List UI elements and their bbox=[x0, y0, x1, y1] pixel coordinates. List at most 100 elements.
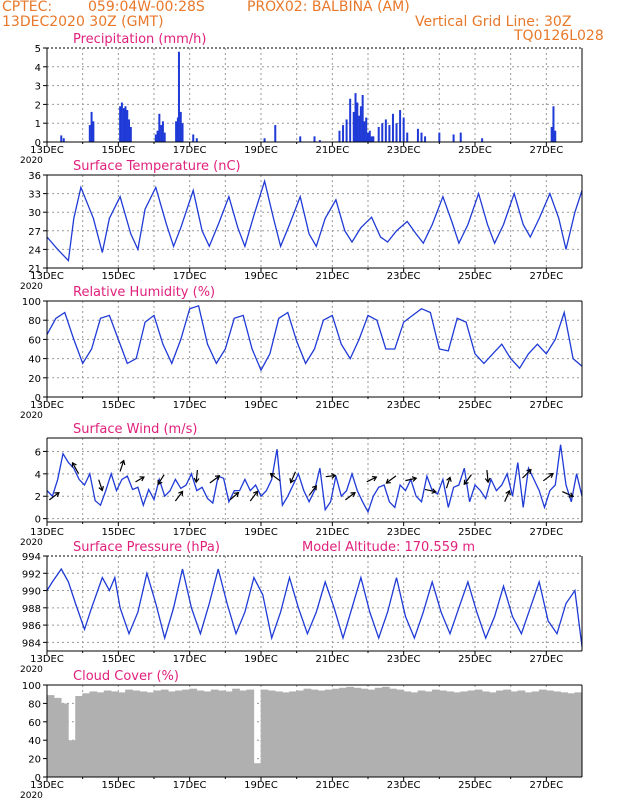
y-tick-label: 33 bbox=[28, 190, 41, 201]
x-tick-label: 15DEC bbox=[101, 527, 135, 538]
wind-arrow-head bbox=[178, 490, 184, 496]
precip-bar bbox=[420, 132, 423, 142]
cloud-bar bbox=[324, 689, 333, 777]
wind-arrow bbox=[463, 474, 472, 486]
cloud-bar bbox=[153, 690, 162, 777]
y-tick-label: 994 bbox=[22, 552, 41, 563]
wind-arrow-shaft bbox=[72, 462, 80, 474]
wind-arrow-head bbox=[446, 476, 452, 482]
wind-arrow-head bbox=[54, 491, 60, 498]
wind-arrow-shaft bbox=[345, 492, 356, 501]
wind-arrow-shaft bbox=[174, 491, 184, 502]
x-tick-label: 23DEC bbox=[387, 780, 421, 791]
cloud-bar bbox=[60, 703, 69, 777]
cloud-bar bbox=[481, 691, 490, 777]
cloud-bar bbox=[239, 690, 248, 777]
precip-bar bbox=[365, 117, 368, 142]
y-tick-label: 0 bbox=[35, 515, 41, 526]
wind-arrow bbox=[345, 491, 356, 501]
wind-arrow bbox=[308, 484, 317, 496]
wind-arrow bbox=[193, 470, 200, 484]
x-tick-label: 27DEC bbox=[529, 400, 563, 411]
x-tick-label: 23DEC bbox=[387, 654, 421, 665]
wind-arrow-head bbox=[411, 476, 418, 482]
cloud-bar bbox=[360, 688, 369, 777]
y-tick-label: 27 bbox=[28, 227, 41, 238]
precip-bar bbox=[122, 108, 125, 142]
cloud-bar bbox=[289, 691, 297, 777]
wind-arrow-shaft bbox=[542, 473, 554, 482]
cloud-bar bbox=[110, 691, 119, 777]
cloud-bar bbox=[125, 689, 133, 777]
wind-arrow-shaft bbox=[424, 488, 436, 493]
precip-bar bbox=[92, 121, 95, 142]
precip-bar bbox=[345, 119, 348, 142]
cloud-bar bbox=[410, 692, 419, 777]
station-label: PROX02: BALBINA (AM) bbox=[247, 0, 410, 15]
x-tick-label: 27DEC bbox=[529, 654, 563, 665]
wind-arrow-shaft bbox=[229, 492, 239, 501]
wind-arrow-head bbox=[98, 485, 104, 492]
precip-bar bbox=[161, 121, 164, 142]
precip-bar bbox=[119, 106, 122, 142]
wind-arrow bbox=[445, 476, 452, 489]
x-tick-label: 25DEC bbox=[458, 145, 492, 156]
precip-bar bbox=[352, 111, 355, 142]
precip-bar bbox=[175, 121, 178, 142]
wind-arrow-shaft bbox=[386, 475, 397, 484]
y-tick-label: 36 bbox=[28, 171, 41, 182]
cloud-bar bbox=[560, 692, 569, 777]
cloud-bar bbox=[310, 689, 319, 777]
precip-bar bbox=[349, 98, 352, 142]
x-tick-label: 15DEC bbox=[101, 400, 135, 411]
cloud-bar bbox=[510, 691, 519, 777]
wind-arrow-head bbox=[350, 491, 356, 498]
x-tick-label: 23DEC bbox=[387, 271, 421, 282]
wind-arrow bbox=[522, 468, 532, 479]
x-tick-label: 21DEC bbox=[315, 780, 349, 791]
precip-bar bbox=[299, 136, 302, 142]
cloud-bar bbox=[118, 692, 126, 777]
chart-header: CPTEC: 059:04W-00:28S PROX02: BALBINA (A… bbox=[0, 0, 618, 46]
wind-arrow-head bbox=[484, 477, 491, 484]
wind-arrow-shaft bbox=[48, 492, 60, 501]
wind-arrow bbox=[174, 490, 184, 502]
year-label: 2020 bbox=[20, 411, 43, 421]
precip-bar bbox=[195, 138, 198, 142]
wind-arrow bbox=[229, 491, 240, 501]
cloud-bar bbox=[210, 689, 219, 777]
wind-arrow-head bbox=[233, 491, 240, 498]
precip-bar bbox=[90, 111, 93, 142]
panel-4: 0 2 4 6 13DEC 15DEC 17DEC 19DEC 21DEC 23DEC 25DEC 2… bbox=[20, 422, 583, 548]
precip-bar bbox=[399, 110, 402, 142]
precip-bar bbox=[363, 121, 366, 142]
y-tick-label: 4 bbox=[35, 63, 41, 74]
x-tick-label: 13DEC bbox=[30, 400, 64, 411]
x-tick-label: 21DEC bbox=[315, 527, 349, 538]
precip-bar bbox=[176, 117, 179, 142]
series-line bbox=[46, 567, 583, 647]
precip-bar bbox=[179, 111, 182, 142]
x-tick-label: 15DEC bbox=[101, 654, 135, 665]
cloud-bar bbox=[96, 692, 105, 777]
precip-bar bbox=[370, 136, 373, 142]
precip-bar bbox=[481, 138, 484, 142]
cloud-bar bbox=[296, 690, 305, 777]
y-tick-label: 60 bbox=[28, 718, 41, 729]
wind-arrow bbox=[209, 475, 221, 484]
x-tick-label: 21DEC bbox=[315, 145, 349, 156]
cloud-bar bbox=[274, 691, 283, 777]
cloud-bar bbox=[396, 689, 404, 777]
cloud-bar bbox=[232, 688, 240, 777]
cloud-bar bbox=[367, 689, 376, 777]
y-tick-label: 5 bbox=[35, 44, 41, 55]
cloud-bar bbox=[146, 692, 155, 777]
cloud-bar bbox=[538, 689, 547, 777]
panel-title: Surface Pressure (hPa) bbox=[73, 540, 220, 555]
precip-bar bbox=[406, 132, 409, 142]
y-tick-label: 988 bbox=[22, 604, 41, 615]
cloud-bar bbox=[196, 690, 205, 777]
y-tick-label: 2 bbox=[35, 492, 41, 503]
year-label: 2020 bbox=[20, 538, 43, 548]
precip-bar bbox=[158, 113, 161, 142]
